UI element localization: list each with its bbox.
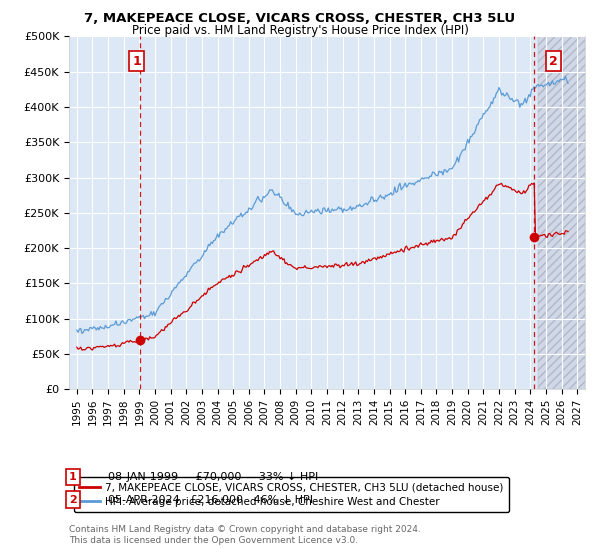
Text: Contains HM Land Registry data © Crown copyright and database right 2024.
This d: Contains HM Land Registry data © Crown c…: [69, 525, 421, 545]
Text: 2: 2: [69, 494, 77, 505]
Bar: [538, 36, 585, 389]
Text: 08-JAN-1999     £70,000     33% ↓ HPI: 08-JAN-1999 £70,000 33% ↓ HPI: [108, 472, 318, 482]
Text: 7, MAKEPEACE CLOSE, VICARS CROSS, CHESTER, CH3 5LU: 7, MAKEPEACE CLOSE, VICARS CROSS, CHESTE…: [85, 12, 515, 25]
Text: 1: 1: [133, 54, 141, 68]
Text: 2: 2: [549, 54, 557, 68]
Text: 1: 1: [69, 472, 77, 482]
Legend: 7, MAKEPEACE CLOSE, VICARS CROSS, CHESTER, CH3 5LU (detached house), HPI: Averag: 7, MAKEPEACE CLOSE, VICARS CROSS, CHESTE…: [74, 477, 509, 512]
Text: Price paid vs. HM Land Registry's House Price Index (HPI): Price paid vs. HM Land Registry's House …: [131, 24, 469, 36]
Text: 05-APR-2024   £216,000   46% ↓ HPI: 05-APR-2024 £216,000 46% ↓ HPI: [108, 494, 313, 505]
